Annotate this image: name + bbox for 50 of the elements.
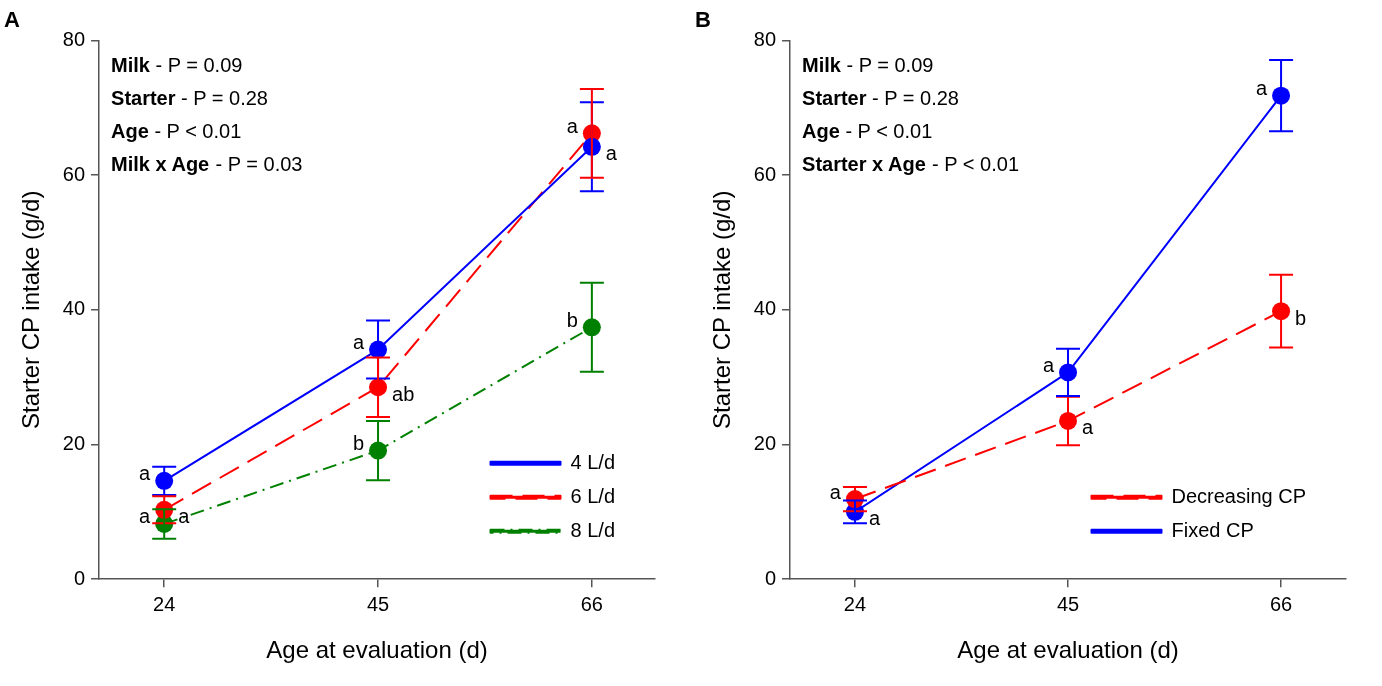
annotation: b	[352, 432, 365, 455]
y-tick-label: 40	[62, 297, 86, 320]
y-axis-title: Starter CP intake (g/d)	[17, 190, 45, 429]
annotation: a	[1042, 353, 1055, 376]
annotation: a	[829, 480, 842, 503]
y-tick-label: 0	[764, 566, 777, 589]
legend-label: 4 L/d	[570, 450, 615, 473]
annotation: a	[139, 462, 152, 485]
annotation: a	[868, 507, 881, 530]
annotation: Starter - P = 0.28	[802, 86, 959, 109]
chart-title: B	[695, 7, 711, 33]
y-tick-label: 0	[73, 566, 86, 589]
y-tick-label: 60	[753, 162, 777, 185]
annotation: a	[139, 505, 152, 528]
annotation: Milk - P = 0.09	[111, 53, 243, 76]
x-tick-label: 24	[153, 592, 176, 615]
y-tick-label: 40	[753, 297, 777, 320]
y-tick-label: 60	[62, 162, 86, 185]
annotation: a	[1255, 77, 1268, 100]
legend-label: 6 L/d	[570, 484, 615, 507]
annotation: Milk - P = 0.09	[802, 53, 934, 76]
annotation: ab	[392, 382, 415, 405]
annotation: Starter - P = 0.28	[111, 86, 268, 109]
x-tick-label: 45	[366, 592, 390, 615]
annotation: Starter x Age - P < 0.01	[802, 152, 1020, 175]
annotation: a	[605, 142, 618, 165]
annotation: Milk x Age - P = 0.03	[111, 152, 303, 175]
annotation: a	[1082, 416, 1095, 439]
annotation: Age - P < 0.01	[802, 119, 933, 142]
y-tick-label: 20	[753, 432, 777, 455]
annotation: a	[352, 331, 365, 354]
annotation: Age - P < 0.01	[111, 119, 242, 142]
legend-label: 8 L/d	[570, 518, 615, 541]
annotation: a	[178, 505, 191, 528]
x-axis-title: Age at evaluation (d)	[266, 636, 488, 664]
x-axis-title: Age at evaluation (d)	[957, 636, 1179, 664]
y-tick-label: 80	[753, 27, 777, 50]
annotation: a	[566, 114, 579, 137]
annotation: b	[566, 308, 578, 331]
annotation: b	[1295, 306, 1307, 329]
y-tick-label: 80	[62, 27, 86, 50]
legend-label: Decreasing CP	[1171, 484, 1307, 507]
chart-title: A	[4, 7, 20, 33]
y-axis-title: Starter CP intake (g/d)	[708, 190, 736, 429]
x-tick-label: 66	[580, 592, 603, 615]
x-tick-label: 45	[1056, 592, 1080, 615]
x-tick-label: 24	[843, 592, 867, 615]
legend-label: Fixed CP	[1171, 518, 1254, 541]
x-tick-label: 66	[1269, 592, 1293, 615]
y-tick-label: 20	[62, 432, 86, 455]
